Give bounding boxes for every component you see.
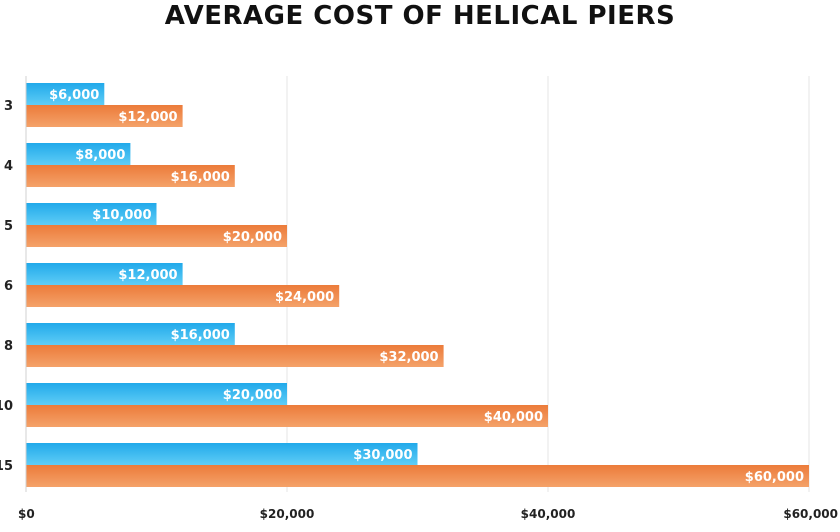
bar [26, 285, 340, 307]
bar-data-label: $24,000 [275, 290, 334, 305]
bar-data-label: $20,000 [223, 230, 282, 245]
bar [26, 345, 444, 367]
x-tick-label: $40,000 [521, 507, 576, 521]
bar [26, 405, 548, 427]
bar-data-label: $32,000 [379, 350, 438, 365]
category-label: 15 [0, 459, 13, 474]
category-label: 8 [4, 339, 13, 354]
category-label: 4 [4, 159, 13, 174]
bar-data-label: $10,000 [92, 208, 151, 223]
category-label: 6 [4, 279, 13, 294]
bar [26, 165, 235, 187]
bar [26, 443, 418, 465]
bar-data-label: $40,000 [484, 410, 543, 425]
bar [26, 143, 131, 165]
bar [26, 465, 809, 487]
category-label: 3 [4, 99, 13, 114]
bar [26, 323, 235, 345]
bar [26, 203, 157, 225]
bar [26, 105, 183, 127]
bar-data-label: $12,000 [118, 110, 177, 125]
x-tick-label: $0 [18, 507, 35, 521]
bar-data-label: $16,000 [171, 328, 230, 343]
bar [26, 225, 287, 247]
bar [26, 83, 105, 105]
bar-data-label: $20,000 [223, 388, 282, 403]
chart-title: AVERAGE COST OF HELICAL PIERS [164, 1, 676, 31]
bar-data-label: $30,000 [353, 448, 412, 463]
bar-data-label: $8,000 [75, 148, 125, 163]
x-tick-label: $60,000 [783, 507, 838, 521]
bar [26, 263, 183, 285]
bar [26, 383, 287, 405]
category-label: 5 [4, 219, 13, 234]
bar-data-label: $60,000 [745, 470, 804, 485]
bar-data-label: $6,000 [49, 88, 99, 103]
category-label: 10 [0, 399, 13, 414]
bar-data-label: $16,000 [171, 170, 230, 185]
bar-data-label: $12,000 [118, 268, 177, 283]
x-tick-label: $20,000 [260, 507, 315, 521]
